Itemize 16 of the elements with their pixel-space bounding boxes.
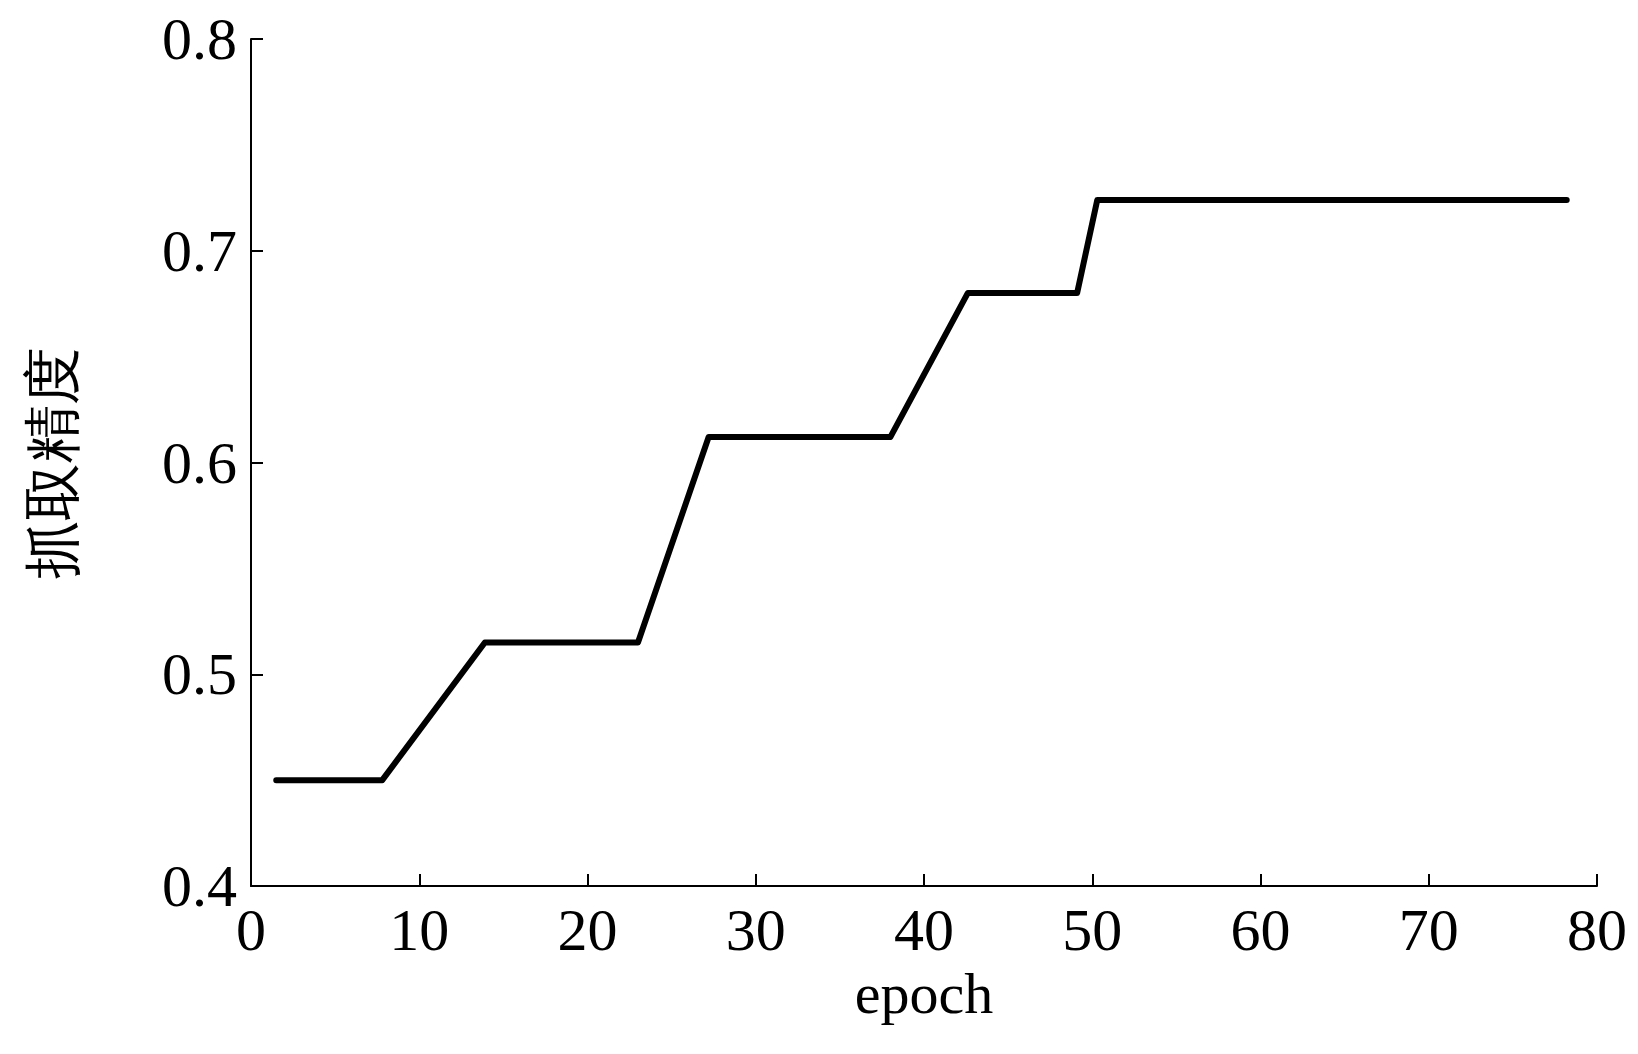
x-tick-label: 50 [1062, 897, 1123, 963]
x-tick-label: 0 [236, 897, 266, 963]
y-tick-label: 0.5 [162, 641, 237, 708]
x-axis-title: epoch [854, 961, 994, 1027]
y-tick-label: 0.6 [162, 429, 237, 496]
y-tick-label: 0.4 [162, 853, 237, 919]
y-tick-label: 0.8 [162, 6, 237, 72]
x-tick-label: 30 [725, 897, 786, 963]
x-tick-label: 20 [557, 897, 618, 963]
x-tick-label: 80 [1567, 897, 1627, 963]
x-tick-label: 60 [1230, 897, 1291, 963]
x-tick-label: 40 [894, 897, 954, 963]
x-tick-label: 70 [1398, 897, 1459, 963]
y-tick-label: 0.7 [162, 217, 237, 284]
y-axis-title: 抓取精度 [19, 346, 85, 579]
x-tick-label: 10 [389, 897, 450, 963]
